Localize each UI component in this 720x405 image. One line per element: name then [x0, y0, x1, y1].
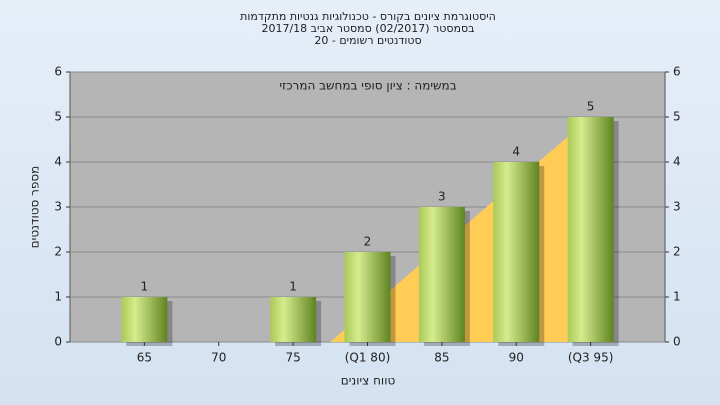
- x-tick-label: 90: [509, 351, 524, 365]
- y-axis-label: מספר סטודנטים: [28, 166, 42, 249]
- y-tick-label: 2: [54, 245, 62, 259]
- value-label: 5: [587, 100, 595, 114]
- title-block: היסטוגרמת ציונים בקורס - טכנולוגיות גנטי…: [240, 10, 496, 47]
- title-line: היסטוגרמת ציונים בקורס - טכנולוגיות גנטי…: [240, 10, 496, 23]
- bar: [567, 117, 614, 342]
- value-label: 1: [141, 280, 149, 294]
- x-axis-label: טווח ציונים: [341, 374, 396, 388]
- x-tick-label: 65: [137, 351, 152, 365]
- value-label: 2: [364, 235, 372, 249]
- title-line: בסמסטר (02/2017) סמסטר אביב 2017/18: [261, 22, 474, 35]
- y2-tick-label: 6: [673, 65, 681, 79]
- value-label: 4: [512, 145, 520, 159]
- bar: [270, 297, 317, 342]
- y2-tick-label: 1: [673, 290, 681, 304]
- y2-tick-label: 3: [673, 200, 681, 214]
- y-tick-label: 3: [54, 200, 62, 214]
- y2-tick-label: 0: [673, 335, 681, 349]
- y2-tick-label: 4: [673, 155, 681, 169]
- title-line: סטודנטים רשומים - 20: [314, 34, 421, 47]
- bar: [493, 162, 540, 342]
- bar: [418, 207, 465, 342]
- subtitle: במשימה : ציון סופי במחשב המרכזי: [279, 79, 456, 93]
- bar: [344, 252, 391, 342]
- y-tick-label: 4: [54, 155, 62, 169]
- x-tick-label: (Q1 80): [345, 351, 391, 365]
- y-tick-label: 0: [54, 335, 62, 349]
- y2-tick-label: 2: [673, 245, 681, 259]
- x-tick-label: 85: [434, 351, 449, 365]
- y2-tick-label: 5: [673, 110, 681, 124]
- bar: [121, 297, 168, 342]
- x-tick-label: (Q3 95): [568, 351, 614, 365]
- y-tick-label: 1: [54, 290, 62, 304]
- y-tick-label: 6: [54, 65, 62, 79]
- value-label: 1: [289, 280, 297, 294]
- x-tick-label: 75: [285, 351, 300, 365]
- value-label: 3: [438, 190, 446, 204]
- x-tick-label: 70: [211, 351, 226, 365]
- y-tick-label: 5: [54, 110, 62, 124]
